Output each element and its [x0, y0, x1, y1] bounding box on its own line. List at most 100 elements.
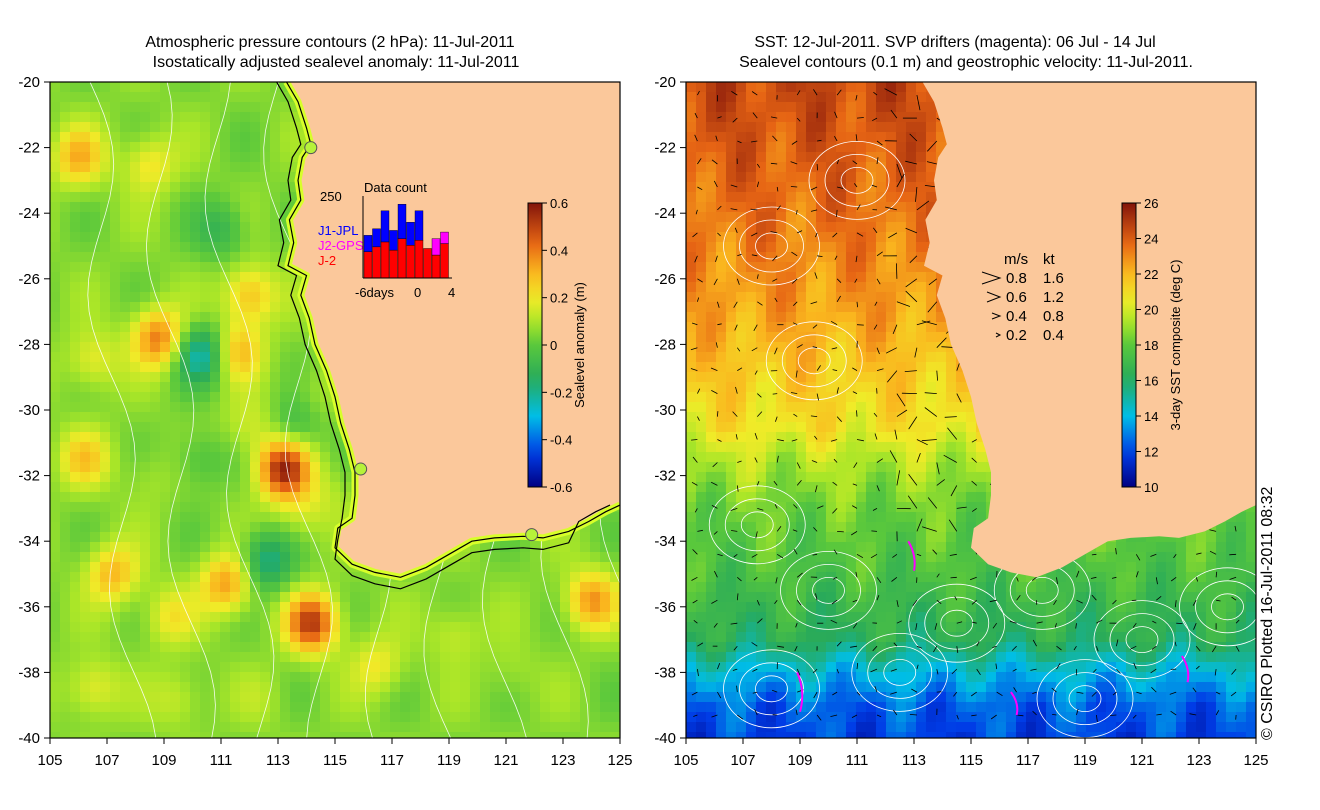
sla-cell	[240, 652, 251, 663]
sla-cell	[240, 82, 251, 93]
sla-cell	[100, 152, 111, 163]
sla-cell	[210, 302, 221, 313]
sla-cell	[560, 612, 571, 623]
sla-cell	[500, 712, 511, 723]
sla-cell	[190, 222, 201, 233]
sla-cell	[160, 392, 171, 403]
sla-cell	[240, 562, 251, 573]
sla-cell	[250, 712, 261, 723]
sla-cell	[420, 602, 431, 613]
sla-cell	[50, 422, 61, 433]
sla-cell	[170, 442, 181, 453]
sst-cell	[716, 182, 727, 193]
sla-cell	[420, 652, 431, 663]
sla-cell	[330, 672, 341, 683]
sst-cell	[906, 202, 917, 213]
sla-cell	[220, 722, 231, 733]
sla-cell	[140, 342, 151, 353]
sla-cell	[100, 342, 111, 353]
colorbar-tick-label: 0.4	[550, 243, 568, 258]
sla-cell	[60, 242, 71, 253]
sst-cell	[806, 242, 817, 253]
sla-cell	[350, 732, 361, 738]
sla-cell	[210, 552, 221, 563]
sla-cell	[70, 262, 81, 273]
sla-cell	[230, 132, 241, 143]
sla-cell	[210, 102, 221, 113]
sla-cell	[280, 642, 291, 653]
sst-cell	[896, 242, 907, 253]
sla-cell	[220, 412, 231, 423]
sla-cell	[300, 502, 311, 513]
sst-cell	[746, 162, 757, 173]
sla-cell	[110, 572, 121, 583]
sla-cell	[240, 502, 251, 513]
sla-cell	[80, 422, 91, 433]
sla-cell	[250, 452, 261, 463]
sla-cell	[260, 82, 271, 93]
sla-cell	[460, 592, 471, 603]
sla-cell	[270, 162, 281, 173]
sla-cell	[270, 362, 281, 373]
sla-cell	[410, 702, 421, 713]
sla-cell	[500, 652, 511, 663]
sla-cell	[570, 532, 581, 543]
sla-cell	[80, 482, 91, 493]
sla-cell	[180, 572, 191, 583]
sla-cell	[230, 212, 241, 223]
sst-cell	[846, 172, 857, 183]
sla-cell	[180, 452, 191, 463]
sla-cell	[90, 122, 101, 133]
sst-cell	[756, 92, 767, 103]
sla-cell	[60, 512, 71, 523]
sla-cell	[280, 362, 291, 373]
sst-cell	[696, 182, 707, 193]
sst-cell	[746, 262, 757, 273]
sla-cell	[520, 712, 531, 723]
sst-cell	[786, 202, 797, 213]
sla-cell	[240, 292, 251, 303]
sst-cell	[776, 242, 787, 253]
sst-cell	[796, 122, 807, 133]
sla-cell	[470, 592, 481, 603]
sla-cell	[80, 582, 91, 593]
sla-cell	[130, 162, 141, 173]
sla-cell	[190, 272, 201, 283]
sla-cell	[210, 282, 221, 293]
sla-cell	[490, 632, 501, 643]
sla-cell	[120, 442, 131, 453]
sst-cell	[686, 162, 697, 173]
sla-cell	[130, 652, 141, 663]
sst-cell	[756, 82, 767, 93]
sla-cell	[180, 192, 191, 203]
sla-cell	[80, 392, 91, 403]
sst-cell	[896, 262, 907, 273]
sla-cell	[270, 462, 281, 473]
sla-cell	[220, 312, 231, 323]
sst-cell	[786, 262, 797, 273]
sla-cell	[390, 672, 401, 683]
sla-cell	[240, 322, 251, 333]
inset-bar	[414, 210, 424, 241]
sla-cell	[80, 172, 91, 183]
sst-cell	[736, 192, 747, 203]
sla-cell	[330, 562, 341, 573]
sla-cell	[140, 182, 151, 193]
sla-cell	[140, 382, 151, 393]
sla-cell	[230, 332, 241, 343]
sst-cell	[866, 182, 877, 193]
sla-cell	[500, 642, 511, 653]
sla-cell	[280, 582, 291, 593]
sla-cell	[550, 592, 561, 603]
y-tick-label: -22	[18, 140, 40, 157]
sst-cell	[746, 192, 757, 203]
sst-cell	[786, 122, 797, 133]
sla-cell	[190, 252, 201, 263]
sst-cell	[846, 162, 857, 173]
sla-cell	[250, 312, 261, 323]
sla-cell	[500, 692, 511, 703]
sla-cell	[230, 282, 241, 293]
sla-cell	[270, 412, 281, 423]
sla-cell	[100, 662, 111, 673]
sst-cell	[806, 132, 817, 143]
